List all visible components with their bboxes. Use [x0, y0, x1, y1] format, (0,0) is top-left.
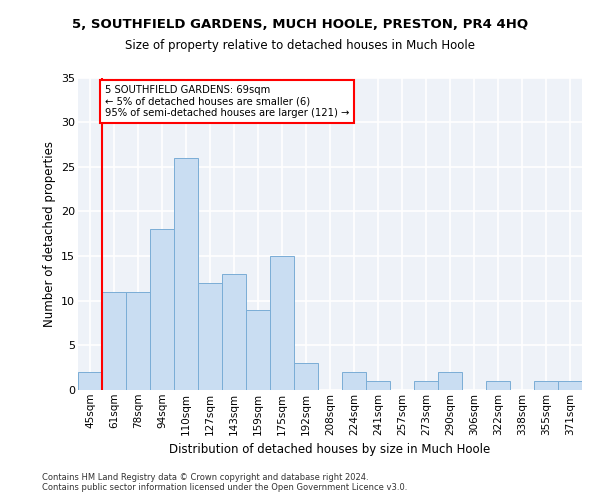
X-axis label: Distribution of detached houses by size in Much Hoole: Distribution of detached houses by size … [169, 443, 491, 456]
Bar [246, 310, 270, 390]
Bar [294, 363, 318, 390]
Y-axis label: Number of detached properties: Number of detached properties [43, 141, 56, 327]
Text: Size of property relative to detached houses in Much Hoole: Size of property relative to detached ho… [125, 39, 475, 52]
Bar [438, 372, 462, 390]
Bar [414, 381, 438, 390]
Bar [198, 283, 222, 390]
Text: Contains HM Land Registry data © Crown copyright and database right 2024.: Contains HM Land Registry data © Crown c… [42, 474, 368, 482]
Text: Contains public sector information licensed under the Open Government Licence v3: Contains public sector information licen… [42, 484, 407, 492]
Bar [102, 292, 126, 390]
Bar [534, 381, 558, 390]
Bar [150, 230, 174, 390]
Bar [558, 381, 582, 390]
Text: 5, SOUTHFIELD GARDENS, MUCH HOOLE, PRESTON, PR4 4HQ: 5, SOUTHFIELD GARDENS, MUCH HOOLE, PREST… [72, 18, 528, 30]
Bar [366, 381, 390, 390]
Bar [126, 292, 150, 390]
Bar [174, 158, 198, 390]
Bar [486, 381, 510, 390]
Bar [342, 372, 366, 390]
Bar [78, 372, 102, 390]
Text: 5 SOUTHFIELD GARDENS: 69sqm
← 5% of detached houses are smaller (6)
95% of semi-: 5 SOUTHFIELD GARDENS: 69sqm ← 5% of deta… [105, 84, 349, 118]
Bar [270, 256, 294, 390]
Bar [222, 274, 246, 390]
